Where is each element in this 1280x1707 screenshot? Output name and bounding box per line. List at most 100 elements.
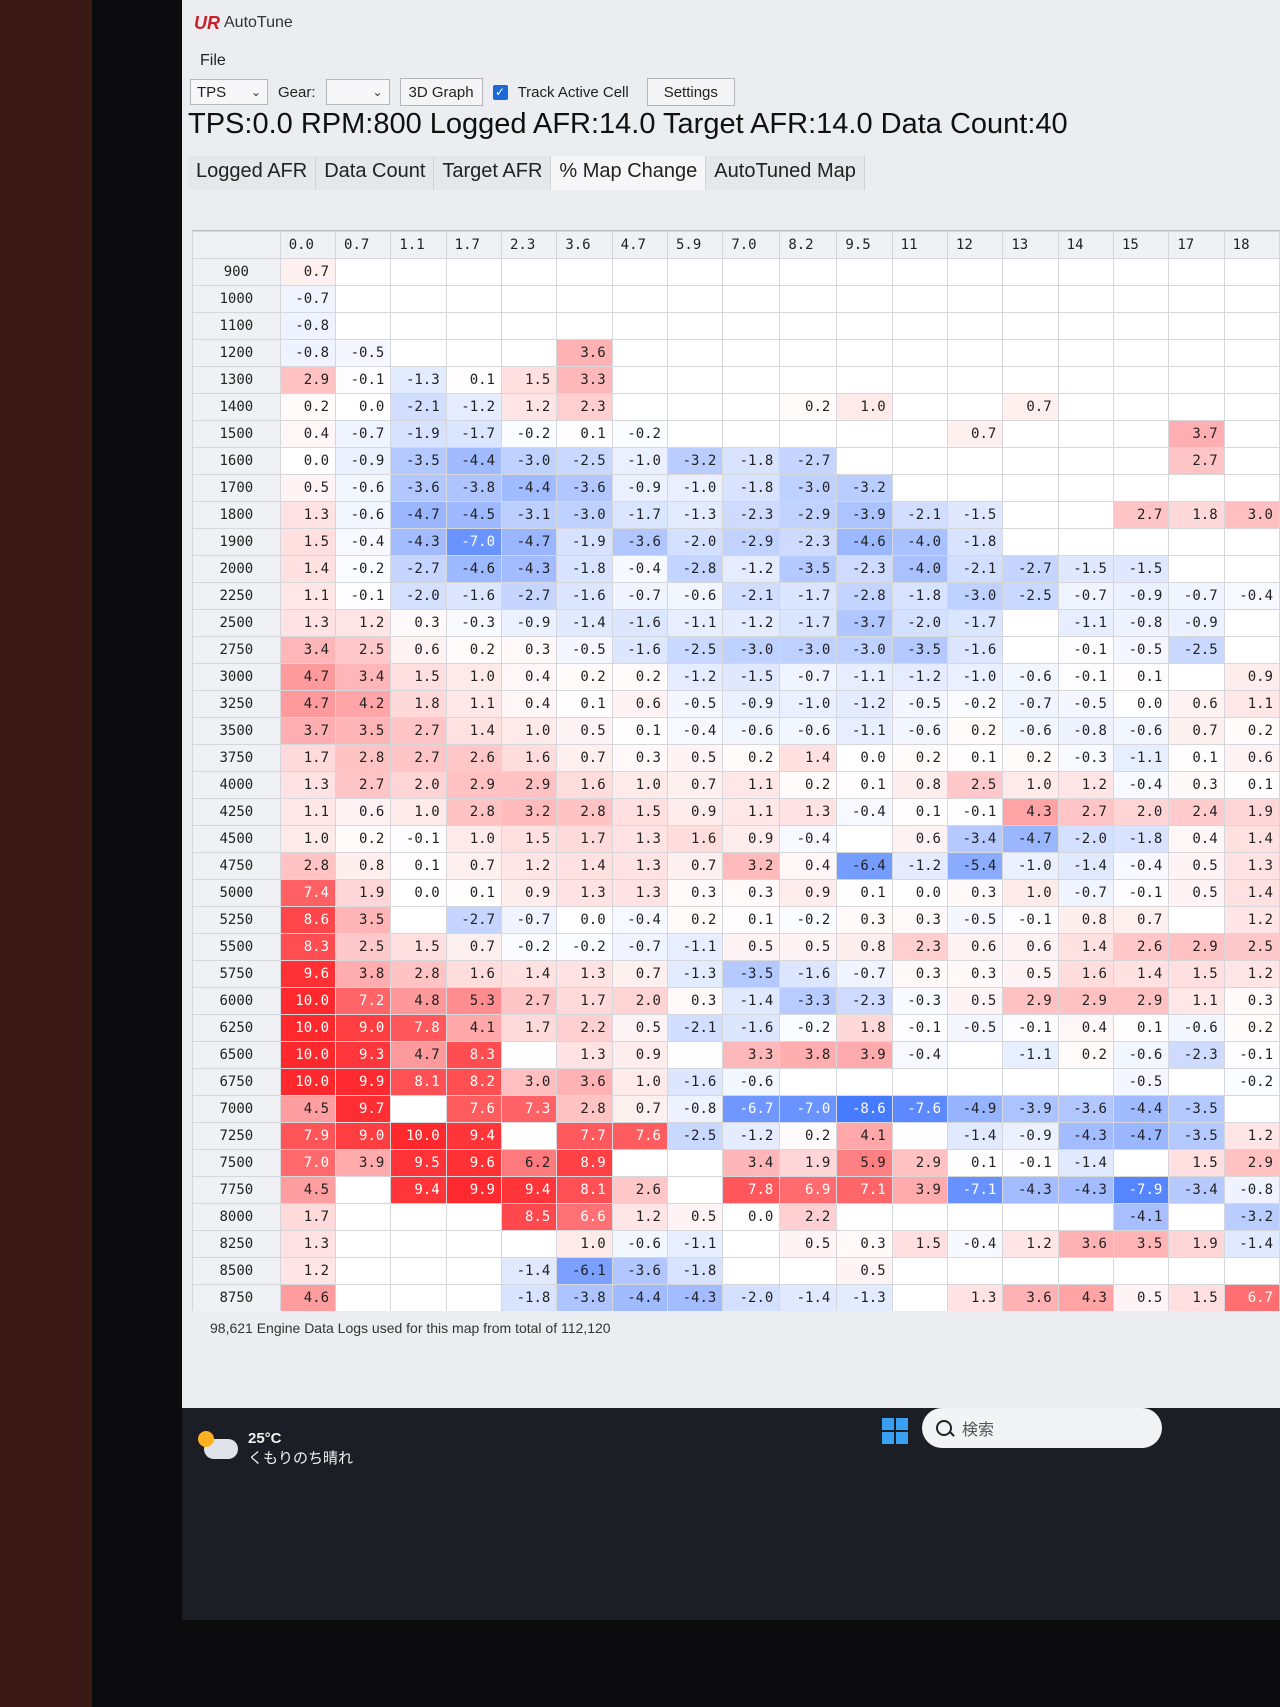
map-cell[interactable] bbox=[1002, 420, 1059, 448]
map-cell[interactable]: 6.2 bbox=[500, 1149, 558, 1177]
map-cell[interactable]: -2.3 bbox=[722, 501, 781, 529]
map-cell[interactable]: 1.4 bbox=[779, 744, 838, 772]
map-cell[interactable]: -1.5 bbox=[722, 663, 781, 691]
map-cell[interactable]: 0.2 bbox=[1057, 1041, 1114, 1069]
map-cell[interactable]: 3.2 bbox=[722, 852, 781, 880]
map-cell[interactable] bbox=[722, 366, 781, 394]
map-cell[interactable]: 2.9 bbox=[279, 366, 337, 394]
map-cell[interactable] bbox=[1112, 528, 1170, 556]
map-cell[interactable]: 1.5 bbox=[1168, 960, 1225, 988]
map-cell[interactable]: 0.2 bbox=[556, 663, 613, 691]
map-cell[interactable]: -2.5 bbox=[1168, 636, 1225, 664]
map-cell[interactable]: 3.6 bbox=[1002, 1284, 1059, 1311]
map-cell[interactable]: -4.5 bbox=[445, 501, 503, 529]
map-cell[interactable]: 0.1 bbox=[946, 744, 1004, 772]
map-cell[interactable]: 10.0 bbox=[279, 1041, 337, 1069]
map-cell[interactable]: -1.4 bbox=[556, 609, 613, 637]
map-cell[interactable] bbox=[335, 1203, 392, 1231]
map-cell[interactable] bbox=[335, 312, 392, 340]
map-cell[interactable]: 2.0 bbox=[390, 771, 447, 799]
map-cell[interactable] bbox=[891, 312, 949, 340]
map-cell[interactable]: 3.8 bbox=[779, 1041, 838, 1069]
map-cell[interactable]: -6.7 bbox=[722, 1095, 781, 1123]
map-cell[interactable]: 1.2 bbox=[335, 609, 392, 637]
map-cell[interactable]: 0.1 bbox=[891, 798, 949, 826]
map-cell[interactable]: -0.4 bbox=[836, 798, 893, 826]
map-cell[interactable]: -3.1 bbox=[500, 501, 558, 529]
map-cell[interactable]: -4.7 bbox=[1002, 825, 1059, 853]
map-cell[interactable]: -0.9 bbox=[500, 609, 558, 637]
map-cell[interactable]: 10.0 bbox=[279, 1068, 337, 1096]
map-cell[interactable] bbox=[722, 1257, 781, 1285]
map-cell[interactable] bbox=[836, 258, 893, 286]
map-cell[interactable]: 0.0 bbox=[390, 879, 447, 907]
map-cell[interactable]: -3.2 bbox=[666, 447, 724, 475]
map-cell[interactable] bbox=[946, 285, 1004, 313]
map-cell[interactable]: -2.0 bbox=[1057, 825, 1114, 853]
map-cell[interactable]: -3.5 bbox=[722, 960, 781, 988]
map-cell[interactable] bbox=[666, 1041, 724, 1069]
map-cell[interactable] bbox=[779, 285, 838, 313]
map-cell[interactable]: -2.9 bbox=[779, 501, 838, 529]
map-cell[interactable] bbox=[666, 393, 724, 421]
map-cell[interactable]: -1.5 bbox=[1112, 555, 1170, 583]
map-cell[interactable]: 2.5 bbox=[335, 636, 392, 664]
map-cell[interactable]: 6.9 bbox=[779, 1176, 838, 1204]
map-cell[interactable] bbox=[1223, 366, 1280, 394]
map-cell[interactable]: -3.2 bbox=[836, 474, 893, 502]
map-cell[interactable]: -3.6 bbox=[611, 528, 668, 556]
map-cell[interactable] bbox=[1057, 1203, 1114, 1231]
map-cell[interactable] bbox=[445, 1257, 503, 1285]
map-cell[interactable]: -0.6 bbox=[1168, 1014, 1225, 1042]
map-cell[interactable]: 1.3 bbox=[279, 501, 337, 529]
map-cell[interactable]: 0.5 bbox=[556, 717, 613, 745]
map-cell[interactable]: 2.8 bbox=[556, 798, 613, 826]
map-cell[interactable] bbox=[1057, 420, 1114, 448]
map-cell[interactable] bbox=[1168, 474, 1225, 502]
map-cell[interactable]: 2.7 bbox=[1057, 798, 1114, 826]
map-cell[interactable]: -2.1 bbox=[946, 555, 1004, 583]
map-cell[interactable]: -0.1 bbox=[1002, 906, 1059, 934]
map-cell[interactable]: -3.0 bbox=[722, 636, 781, 664]
map-cell[interactable]: -0.6 bbox=[1112, 717, 1170, 745]
map-cell[interactable]: -4.1 bbox=[1112, 1203, 1170, 1231]
map-cell[interactable]: -4.6 bbox=[836, 528, 893, 556]
map-cell[interactable]: 0.0 bbox=[279, 447, 337, 475]
map-cell[interactable]: -0.1 bbox=[891, 1014, 949, 1042]
map-cell[interactable]: 1.4 bbox=[556, 852, 613, 880]
map-cell[interactable]: 0.7 bbox=[611, 960, 668, 988]
map-cell[interactable]: 1.1 bbox=[279, 798, 337, 826]
map-cell[interactable]: 1.2 bbox=[1057, 771, 1114, 799]
map-cell[interactable] bbox=[1112, 1257, 1170, 1285]
map-cell[interactable]: -1.0 bbox=[946, 663, 1004, 691]
map-cell[interactable] bbox=[1002, 285, 1059, 313]
map-cell[interactable]: 2.2 bbox=[556, 1014, 613, 1042]
map-cell[interactable] bbox=[1168, 285, 1225, 313]
map-cell[interactable] bbox=[1002, 312, 1059, 340]
map-cell[interactable] bbox=[891, 339, 949, 367]
map-cell[interactable]: 1.2 bbox=[279, 1257, 337, 1285]
map-cell[interactable]: 0.5 bbox=[779, 1230, 838, 1258]
map-cell[interactable] bbox=[1223, 636, 1280, 664]
map-cell[interactable]: 9.5 bbox=[390, 1149, 447, 1177]
map-cell[interactable] bbox=[946, 339, 1004, 367]
map-cell[interactable] bbox=[1057, 447, 1114, 475]
map-cell[interactable]: -3.5 bbox=[390, 447, 447, 475]
map-cell[interactable] bbox=[1168, 393, 1225, 421]
map-cell[interactable]: 1.1 bbox=[722, 771, 781, 799]
map-cell[interactable]: -1.8 bbox=[1112, 825, 1170, 853]
map-cell[interactable]: 4.5 bbox=[279, 1095, 337, 1123]
map-cell[interactable]: -1.8 bbox=[946, 528, 1004, 556]
map-cell[interactable]: -2.0 bbox=[666, 528, 724, 556]
map-cell[interactable] bbox=[1057, 258, 1114, 286]
map-cell[interactable]: 9.9 bbox=[445, 1176, 503, 1204]
map-cell[interactable]: 7.1 bbox=[836, 1176, 893, 1204]
map-cell[interactable]: 0.3 bbox=[1168, 771, 1225, 799]
map-cell[interactable]: 0.7 bbox=[666, 852, 724, 880]
map-cell[interactable]: -2.7 bbox=[500, 582, 558, 610]
map-cell[interactable] bbox=[946, 393, 1004, 421]
map-cell[interactable]: 0.9 bbox=[666, 798, 724, 826]
map-cell[interactable]: -1.0 bbox=[666, 474, 724, 502]
taskbar-search[interactable]: 検索 bbox=[922, 1408, 1162, 1448]
map-cell[interactable]: 0.7 bbox=[445, 933, 503, 961]
